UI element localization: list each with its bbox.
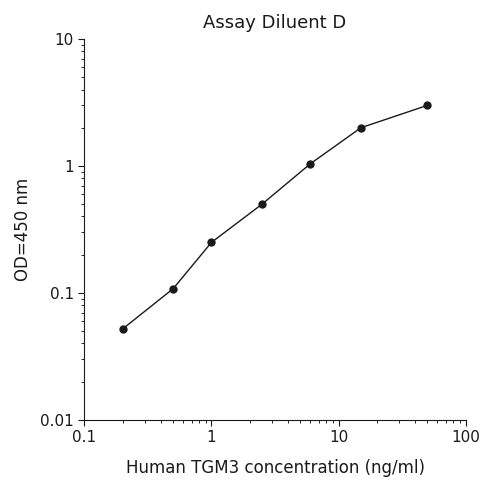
Y-axis label: OD=450 nm: OD=450 nm xyxy=(14,178,32,281)
Title: Assay Diluent D: Assay Diluent D xyxy=(204,14,347,32)
X-axis label: Human TGM3 concentration (ng/ml): Human TGM3 concentration (ng/ml) xyxy=(125,459,424,477)
